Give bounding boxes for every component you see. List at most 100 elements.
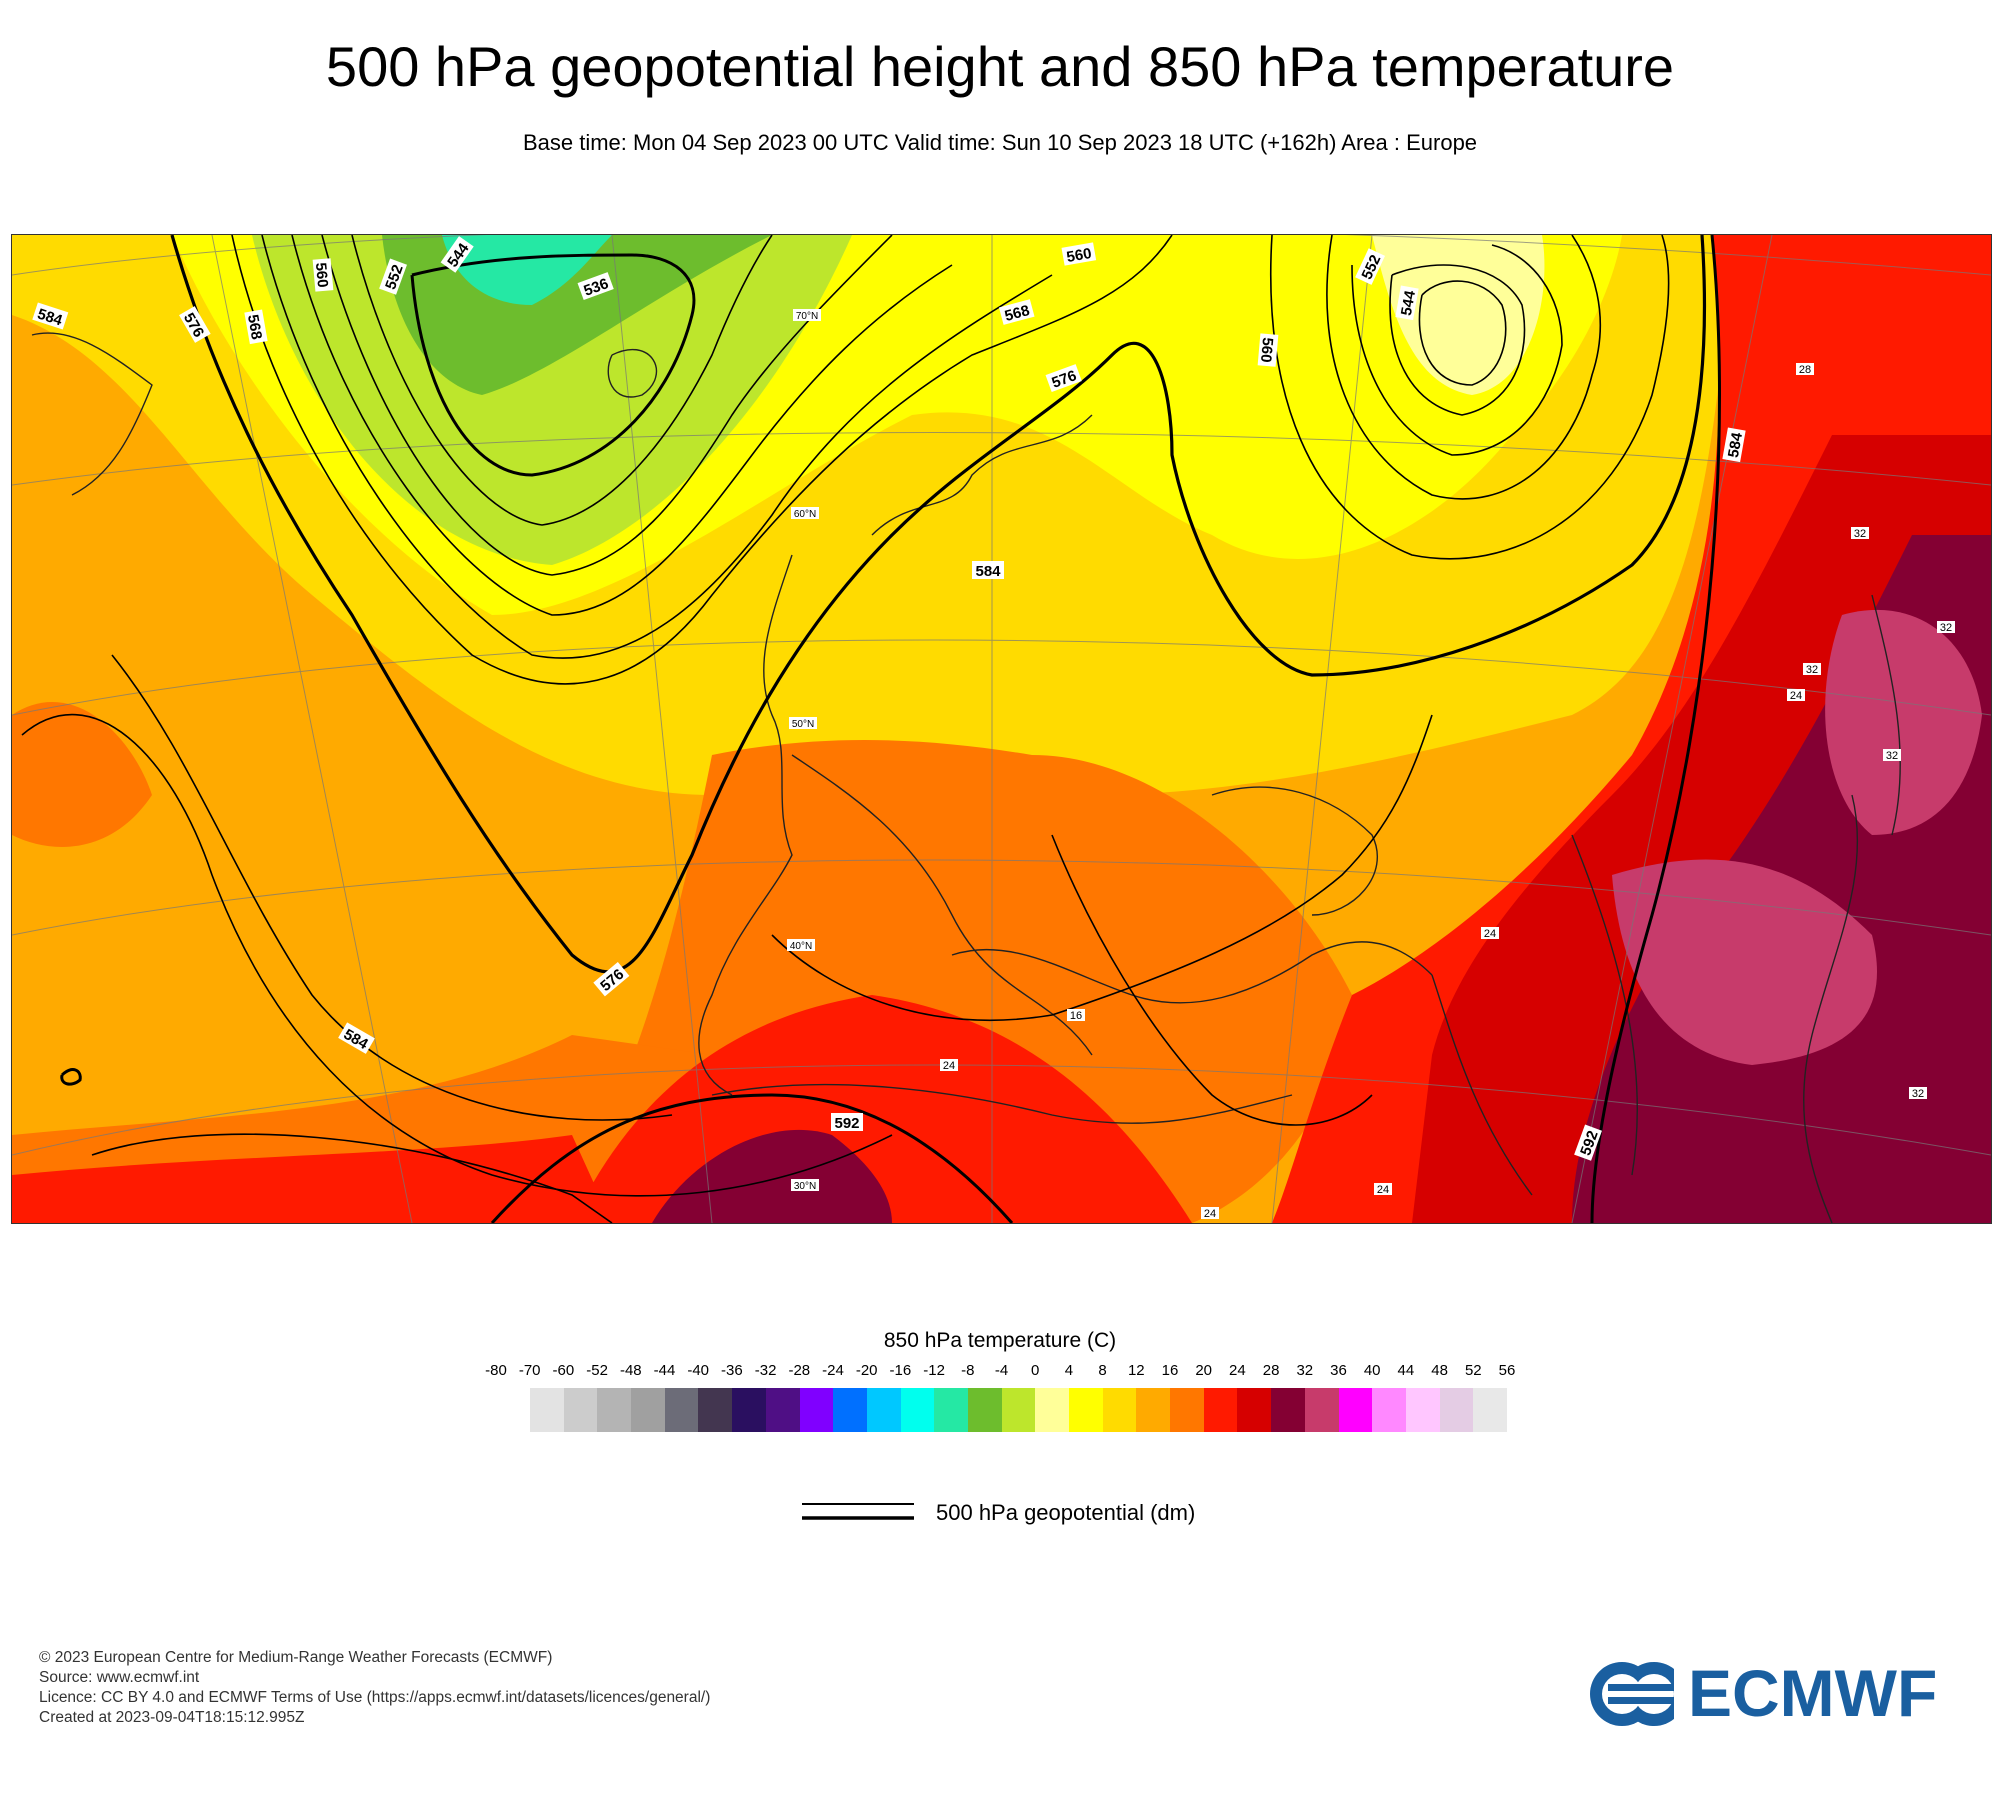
- temperature-label: 24: [1377, 1184, 1389, 1196]
- graticule: [12, 235, 1991, 1223]
- temp-region-pink-iran: [1825, 609, 1982, 835]
- legend-swatch: [1069, 1388, 1103, 1432]
- temp-region-teal: [442, 235, 612, 305]
- legend-swatch: [1136, 1388, 1171, 1432]
- legend-swatch: [833, 1388, 867, 1432]
- legend-tick: -60: [552, 1362, 575, 1379]
- legend-tick: 8: [1098, 1362, 1107, 1379]
- legend-ticks: -80 -70 -60 -52 -48 -44 -40 -36 -32 -28 -24 -20 -16-…: [480, 1362, 1520, 1382]
- legend-tick: -80: [485, 1362, 507, 1379]
- legend-swatch: [1001, 1388, 1036, 1432]
- footer-created: Created at 2023-09-04T18:15:12.995Z: [39, 1709, 305, 1726]
- temperature-label: 32: [1806, 664, 1818, 676]
- temp-region-maroon-africa: [652, 1129, 892, 1223]
- legend-swatch: [934, 1388, 968, 1432]
- footer-licence: Licence: CC BY 4.0 and ECMWF Terms of Us…: [39, 1689, 711, 1706]
- footer-source: Source: www.ecmwf.int: [39, 1669, 200, 1686]
- latitude-label: 50°N: [792, 719, 814, 730]
- latitude-labels: 70°N 60°N 50°N 40°N 30°N: [787, 309, 821, 1192]
- legend-tick: 20: [1195, 1362, 1213, 1379]
- legend-swatch: [597, 1388, 632, 1432]
- legend-swatch: [732, 1388, 766, 1432]
- footer-copyright: © 2023 European Centre for Medium-Range …: [39, 1649, 553, 1666]
- legend-tick: -32: [754, 1362, 777, 1379]
- legend-swatch: [1035, 1388, 1069, 1432]
- legend-swatch: [1405, 1388, 1440, 1432]
- contour-label: 568: [244, 313, 265, 341]
- contour-label: 592: [834, 1115, 859, 1132]
- legend-tick: 0: [1031, 1362, 1040, 1379]
- legend-swatch: [765, 1388, 800, 1432]
- latitude-label: 30°N: [794, 1181, 816, 1192]
- legend-swatch: [1473, 1388, 1507, 1432]
- temperature-label: 32: [1886, 750, 1898, 762]
- legend-tick: 16: [1161, 1362, 1179, 1379]
- legend-color-bar: [530, 1388, 1507, 1432]
- legend-swatch: [799, 1388, 834, 1432]
- temp-region-orange-west: [12, 702, 152, 847]
- latitude-label: 60°N: [794, 509, 816, 520]
- contour-labels: 584 576 568 560 552 544 536 560 568 576 …: [32, 236, 1746, 1161]
- legend-tick: -40: [687, 1362, 710, 1379]
- temperature-label: 32: [1940, 622, 1952, 634]
- chart-title: 500 hPa geopotential height and 850 hPa …: [325, 35, 1675, 98]
- legend-tick: -52: [586, 1362, 608, 1379]
- legend-tick: -48: [619, 1362, 642, 1379]
- legend-tick: -4: [994, 1362, 1009, 1379]
- contour-label: 560: [312, 262, 331, 288]
- contour-label: 544: [1398, 289, 1419, 317]
- temperature-label: 24: [1790, 690, 1802, 702]
- legend-swatch: [698, 1388, 733, 1432]
- legend-swatch: [967, 1388, 1002, 1432]
- contour-label: 560: [1065, 245, 1093, 266]
- legend-tick: -20: [855, 1362, 878, 1379]
- weather-map[interactable]: 584 576 568 560 552 544 536 560 568 576 …: [11, 234, 1992, 1224]
- contour-label: 560: [1257, 337, 1276, 363]
- legend-tick: -44: [653, 1362, 676, 1379]
- legend-tick: 56: [1498, 1362, 1516, 1379]
- legend-tick: 44: [1397, 1362, 1415, 1379]
- legend-tick: 40: [1363, 1362, 1381, 1379]
- ecmwf-logo-text: ECMWF: [1688, 1656, 1937, 1730]
- legend-tick: 28: [1262, 1362, 1280, 1379]
- legend-swatch: [900, 1388, 935, 1432]
- legend-swatch: [1439, 1388, 1474, 1432]
- coastlines: [31, 332, 1901, 1223]
- legend-tick: 48: [1431, 1362, 1448, 1379]
- contour-label: 584: [1725, 431, 1746, 459]
- contour-label: 584: [975, 563, 1001, 580]
- contour-label: 568: [1003, 302, 1032, 325]
- legend-swatch: [1170, 1388, 1204, 1432]
- legend-swatch: [664, 1388, 699, 1432]
- contour-legend-label: 500 hPa geopotential (dm): [936, 1500, 1196, 1525]
- legend-swatch: [530, 1388, 564, 1432]
- legend-swatch: [1203, 1388, 1238, 1432]
- temperature-label: 32: [1912, 1088, 1924, 1100]
- legend-swatch: [1338, 1388, 1373, 1432]
- contour-legend-line: [802, 1503, 914, 1520]
- legend-tick: -28: [788, 1362, 811, 1379]
- legend-swatch: [1102, 1388, 1137, 1432]
- legend-tick: -36: [721, 1362, 743, 1379]
- legend-title: 850 hPa temperature (C): [883, 1329, 1117, 1352]
- legend-swatch: [1372, 1388, 1406, 1432]
- chart-subtitle: Base time: Mon 04 Sep 2023 00 UTC Valid …: [522, 130, 1478, 155]
- legend-tick: 52: [1464, 1362, 1482, 1379]
- legend-tick: -12: [923, 1362, 945, 1379]
- ecmwf-logo-mark: [1590, 1662, 1694, 1726]
- legend-tick: 24: [1229, 1362, 1246, 1379]
- latitude-label: 70°N: [796, 311, 818, 322]
- ecmwf-logo[interactable]: ECMWF: [1588, 1654, 1968, 1734]
- legend-tick: 12: [1127, 1362, 1145, 1379]
- temperature-label: 24: [1204, 1208, 1216, 1220]
- legend-swatch: [1237, 1388, 1272, 1432]
- legend-tick: -16: [889, 1362, 912, 1379]
- temperature-label: 24: [943, 1060, 955, 1072]
- temperature-label: 24: [1484, 928, 1496, 940]
- temperature-label: 16: [1070, 1010, 1082, 1022]
- legend-tick: -70: [518, 1362, 541, 1379]
- legend-swatch: [866, 1388, 901, 1432]
- temperature-labels: 24 24 24 28 32 32 32 32 32 24 16 24: [940, 363, 1955, 1220]
- geopotential-contours: [21, 235, 1721, 1223]
- temperature-label: 28: [1799, 364, 1811, 376]
